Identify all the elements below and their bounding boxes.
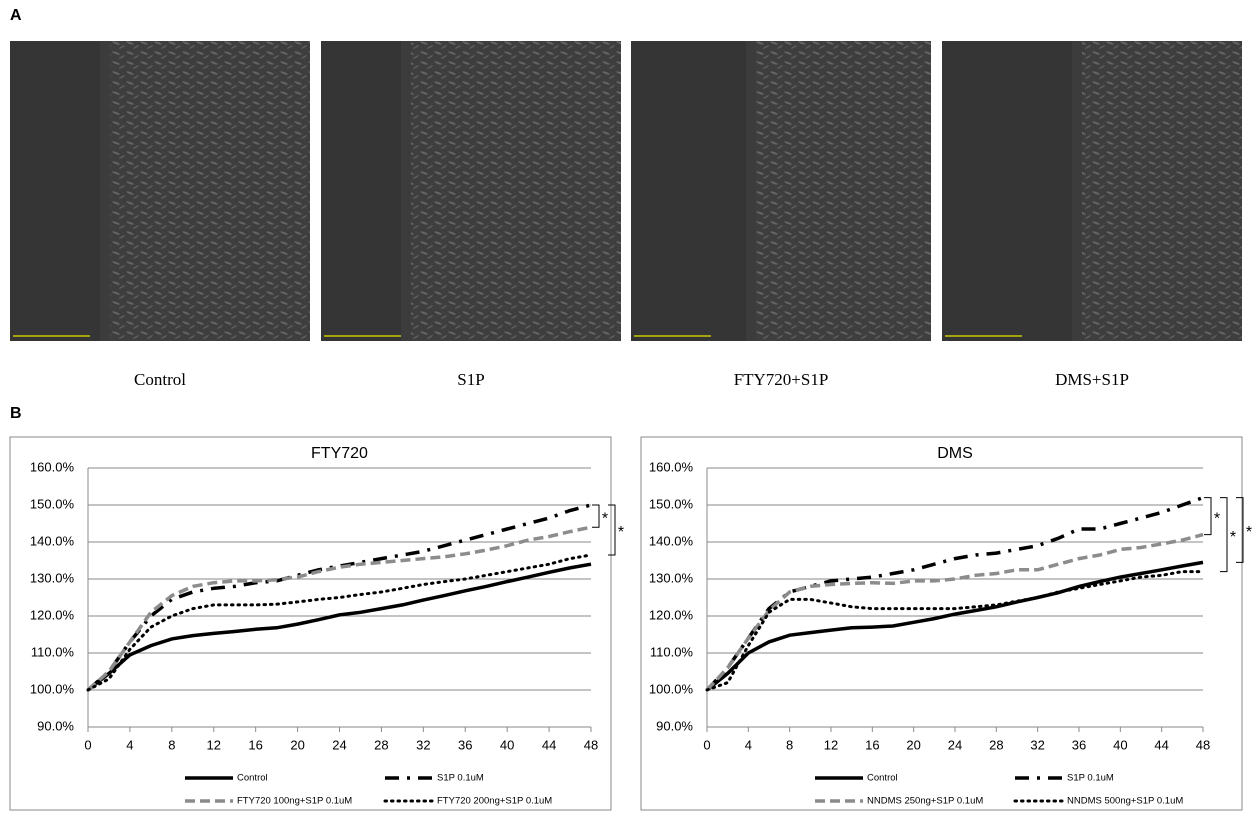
x-tick-label: 0 — [84, 737, 91, 752]
chart-title: DMS — [937, 445, 973, 462]
data-line — [86, 562, 592, 692]
legend-label: S1P 0.1uM — [1067, 773, 1114, 784]
scratch-area — [942, 41, 1072, 341]
scratch-area — [321, 41, 401, 341]
cell-texture — [110, 41, 310, 341]
data-line — [86, 553, 593, 692]
y-tick-label: 100.0% — [649, 681, 694, 696]
x-tick-label: 20 — [290, 737, 304, 752]
y-tick-label: 140.0% — [30, 533, 75, 548]
x-tick-label: 16 — [248, 737, 262, 752]
cell-texture — [756, 41, 931, 341]
x-tick-label: 4 — [126, 737, 133, 752]
x-tick-label: 44 — [542, 737, 556, 752]
x-tick-label: 16 — [865, 737, 879, 752]
image-caption: FTY720+S1P — [734, 370, 829, 389]
legend-label: FTY720 100ng+S1P 0.1uM — [237, 796, 352, 807]
data-line — [86, 503, 592, 692]
data-line — [86, 525, 592, 692]
data-line — [705, 495, 1204, 692]
x-tick-label: 40 — [1113, 737, 1127, 752]
significance-bracket — [1236, 497, 1244, 563]
x-tick-label: 32 — [416, 737, 430, 752]
significance-star: * — [1214, 510, 1220, 527]
y-tick-label: 90.0% — [37, 718, 74, 733]
x-tick-label: 44 — [1154, 737, 1168, 752]
panel-label: A — [10, 7, 22, 24]
legend-label: NNDMS 250ng+S1P 0.1uM — [867, 796, 983, 807]
x-tick-label: 28 — [374, 737, 388, 752]
scratch-area — [631, 41, 746, 341]
image-caption: S1P — [457, 370, 484, 389]
cell-texture — [411, 41, 621, 341]
x-tick-label: 32 — [1030, 737, 1044, 752]
x-tick-label: 0 — [703, 737, 710, 752]
chart: FTY720 90.0% 100.0% 110.0% 120.0% 130.0% 140.0… — [9, 436, 624, 811]
chart-frame — [9, 436, 612, 811]
image-caption: Control — [134, 370, 186, 389]
x-tick-label: 40 — [500, 737, 514, 752]
x-tick-label: 24 — [332, 737, 346, 752]
data-line — [705, 570, 1205, 692]
chart-title: FTY720 — [311, 445, 368, 462]
legend-label: FTY720 200ng+S1P 0.1uM — [437, 796, 552, 807]
x-tick-label: 48 — [1196, 737, 1210, 752]
chart-frame — [640, 436, 1243, 811]
significance-star: * — [1230, 529, 1236, 546]
scratch-area — [10, 41, 100, 341]
cell-texture — [1082, 41, 1242, 341]
y-tick-label: 150.0% — [30, 496, 75, 511]
significance-bracket — [1204, 497, 1212, 536]
legend-label: Control — [867, 773, 898, 784]
image-caption: DMS+S1P — [1055, 370, 1129, 389]
y-tick-label: 120.0% — [649, 607, 694, 622]
y-tick-label: 90.0% — [656, 718, 693, 733]
x-tick-label: 28 — [989, 737, 1003, 752]
y-tick-label: 120.0% — [30, 607, 75, 622]
y-tick-label: 130.0% — [30, 570, 75, 585]
x-tick-label: 8 — [168, 737, 175, 752]
y-tick-label: 130.0% — [649, 570, 694, 585]
panel-label: B — [10, 405, 22, 422]
x-tick-label: 24 — [948, 737, 962, 752]
y-tick-label: 150.0% — [649, 496, 694, 511]
data-line — [705, 560, 1204, 692]
x-tick-label: 36 — [458, 737, 472, 752]
significance-bracket — [1220, 497, 1228, 573]
y-tick-label: 110.0% — [650, 644, 694, 659]
y-tick-label: 100.0% — [30, 681, 75, 696]
x-tick-label: 48 — [584, 737, 598, 752]
x-tick-label: 12 — [207, 737, 221, 752]
x-tick-label: 4 — [745, 737, 752, 752]
y-tick-label: 140.0% — [649, 533, 694, 548]
significance-star: * — [602, 510, 608, 527]
legend-label: S1P 0.1uM — [437, 773, 484, 784]
significance-star: * — [618, 524, 624, 541]
data-line — [705, 532, 1204, 692]
significance-star: * — [1246, 524, 1252, 541]
significance-bracket — [592, 504, 600, 528]
significance-bracket — [608, 504, 616, 556]
legend-label: NNDMS 500ng+S1P 0.1uM — [1067, 796, 1183, 807]
legend-label: Control — [237, 773, 268, 784]
y-tick-label: 110.0% — [31, 644, 75, 659]
x-tick-label: 20 — [906, 737, 920, 752]
y-tick-label: 160.0% — [30, 459, 75, 474]
x-tick-label: 36 — [1072, 737, 1086, 752]
y-tick-label: 160.0% — [649, 459, 694, 474]
x-tick-label: 8 — [786, 737, 793, 752]
chart: DMS 90.0% 100.0% 110.0% 120.0% 130.0% 140.0% 15… — [640, 436, 1252, 811]
x-tick-label: 12 — [824, 737, 838, 752]
